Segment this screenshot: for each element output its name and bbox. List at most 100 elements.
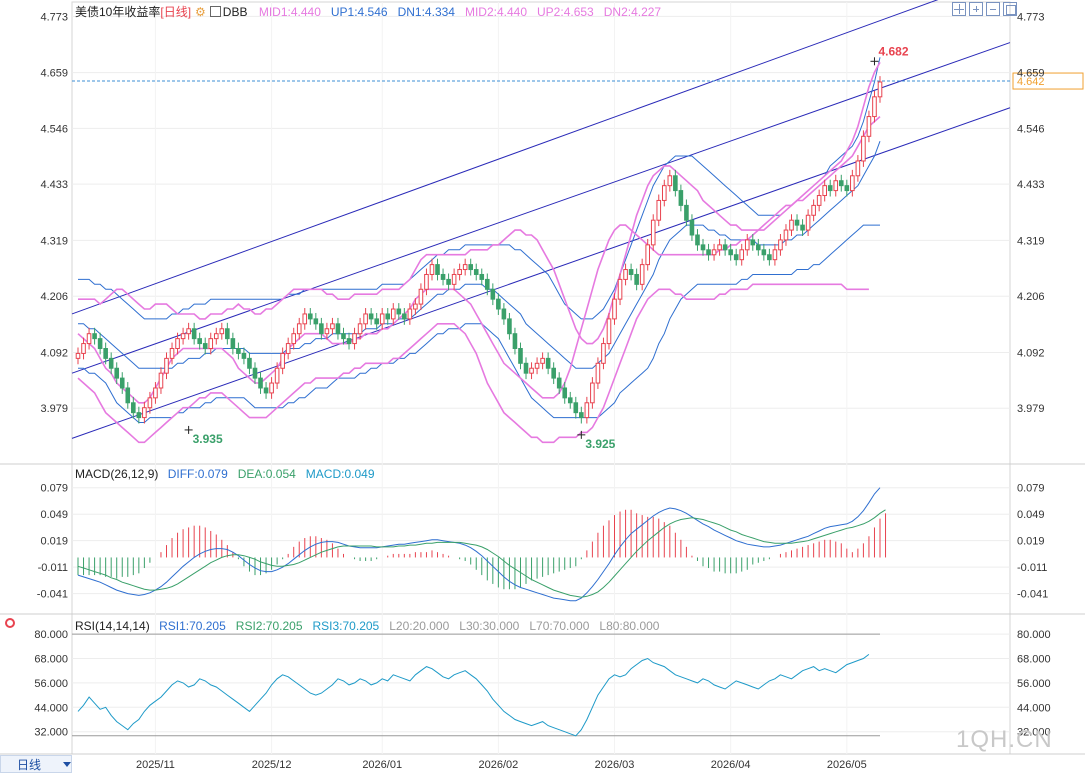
crosshair-button[interactable] [952,2,966,16]
candle-body [601,343,606,364]
period-tab[interactable]: 日线 [0,755,72,773]
candle-body [396,308,402,315]
candle-body [357,323,363,335]
candle-body [540,357,545,364]
candle-body [86,333,92,345]
current-price-tag [1012,72,1084,90]
candle-body [379,313,385,325]
rsi-header: RSI(14,14,14) RSI1:70.205 RSI2:70.205 RSI3… [75,619,669,633]
candle-body [772,249,778,261]
instrument-title: 美债10年收益率 [75,5,161,19]
candle-body [468,264,474,271]
price-ytick-right: 4.092 [1017,347,1045,359]
rsi-param-3: L20:20.000 [389,619,450,633]
rsi-param-1: RSI2:70.205 [235,619,303,633]
candle-body [562,387,568,399]
candle-body [523,362,529,374]
candle-body [75,352,81,359]
candle-body [628,269,634,275]
price-header: 美债10年收益率[日线] ⚙ DBB MID1:4.440 UP1:4.546 DN1:… [75,3,671,20]
macd-ytick-left: -0.011 [38,562,68,574]
macd-dea-line [77,509,886,598]
macd-diff-line [77,487,881,602]
candle-body [142,407,147,419]
zoom-out-button[interactable] [986,2,1000,16]
price-ytick-left: 4.319 [40,235,68,247]
macd-ytick-right: -0.011 [1017,562,1047,574]
candle-body [833,180,839,192]
candle-body [496,298,501,310]
price-ytick-left: 4.773 [40,11,68,23]
macd-param-1: DEA:0.054 [237,467,296,481]
indicator-name[interactable]: DBB [222,5,248,19]
band-dn [78,224,880,423]
gear-icon[interactable]: ⚙ [195,5,206,19]
extreme-label: 3.935 [193,432,223,446]
price-param-2: DN1:4.334 [397,5,455,19]
xtick-label: 2025/11 [136,759,175,771]
rsi-param-5: L70:70.000 [529,619,590,633]
candle-body [429,264,435,275]
rsi-ytick-left: 56.000 [34,678,68,690]
candle-body [479,273,485,280]
candle-body [407,308,413,320]
macd-ytick-left: -0.041 [37,589,68,601]
period-tab-label: 日线 [17,758,42,772]
indicator-icon[interactable] [209,6,221,17]
candle-body [92,333,97,340]
candle-body [695,234,700,246]
settings-sun-icon[interactable] [5,618,15,628]
candle-body [402,313,407,320]
price-param-0: MID1:4.440 [258,5,321,19]
candle-body [634,273,639,285]
candle-body [158,372,164,389]
trend-channel-line [71,0,939,315]
candle-body [330,323,335,330]
candle-body [744,239,750,251]
candle-body [551,367,556,379]
price-ytick-right: 4.659 [1017,68,1045,80]
candle-body [374,318,379,325]
candle-body [413,303,418,310]
rsi-title[interactable]: RSI(14,14,14) [75,619,150,633]
candle-body [484,278,490,290]
zoom-in-button[interactable] [969,2,983,16]
candle-body [197,338,202,345]
macd-panel [77,487,887,602]
candle-body [750,239,756,246]
fullscreen-button[interactable] [1003,2,1017,16]
candle-body [252,367,258,379]
candle-body [319,323,324,335]
candle-body [147,397,153,409]
macd-title[interactable]: MACD(26,12,9) [75,467,159,481]
candle-body [789,219,794,231]
candle-body [545,357,551,369]
extreme-label: 3.925 [585,437,615,451]
candle-body [722,244,728,251]
price-ytick-right: 4.773 [1017,11,1045,23]
candle-body [291,333,297,345]
period-label[interactable]: [日线] [160,5,192,19]
price-panel: 4.642 4.682 3.935 3.925 [71,0,1084,451]
candle-body [606,318,612,345]
candle-body [667,175,673,187]
candle-body [590,382,595,404]
candle-body [645,244,650,266]
candle-body [164,357,169,374]
band-up [78,57,881,320]
candle-body [169,348,175,359]
candle-body [872,96,877,118]
price-param-4: UP2:4.653 [537,5,594,19]
candle-body [424,273,429,290]
candle-body [346,338,352,345]
candle-body [269,382,274,394]
candle-body [656,199,662,221]
macd-ytick-right: 0.019 [1017,536,1045,548]
candle-body [81,343,86,354]
candle-body [684,204,689,221]
rsi-ytick-left: 44.000 [34,702,68,714]
candle-body [131,402,136,414]
current-price-label: 4.642 [1017,76,1045,88]
rsi-ytick-right: 56.000 [1017,678,1051,690]
